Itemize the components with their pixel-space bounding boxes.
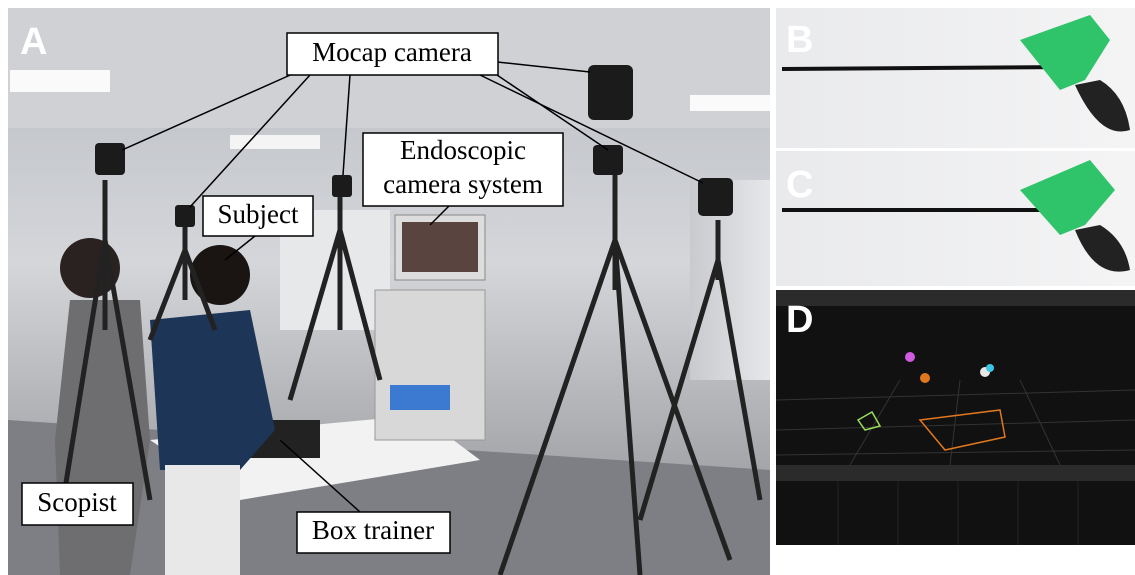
monitor-screen <box>402 222 478 272</box>
blue-box <box>390 385 450 410</box>
panel-b: B <box>776 8 1135 148</box>
ceiling-light <box>230 135 320 149</box>
tripods <box>57 160 763 575</box>
endoscope-tower <box>374 289 486 441</box>
panel-label: B <box>786 19 813 61</box>
panel-d: D <box>775 290 1135 545</box>
scopist <box>55 300 150 575</box>
panel-label: A <box>20 21 47 63</box>
subject-head <box>190 245 250 305</box>
camera-previews <box>837 481 1079 545</box>
label-box <box>202 195 314 237</box>
annotation: Subject <box>218 199 299 229</box>
annotation: Box trainer <box>312 515 434 545</box>
label-box <box>286 32 499 76</box>
mocap-cameras <box>95 65 733 227</box>
ceiling-light <box>10 70 110 92</box>
label-box <box>21 482 134 526</box>
annotation: Scopist <box>37 487 117 517</box>
toolbar <box>776 290 1135 306</box>
floor-grid <box>775 379 1135 466</box>
annotation: Mocap camera <box>312 37 472 67</box>
leader-lines <box>121 61 704 513</box>
label-box <box>362 132 564 207</box>
annotation: camera system <box>383 169 543 199</box>
toolbar <box>776 465 1135 481</box>
label-box <box>296 511 451 554</box>
panel-label: D <box>786 299 813 341</box>
ceiling-light <box>690 95 770 111</box>
subject <box>150 310 275 470</box>
panel-label: C <box>786 164 813 206</box>
panel-c: C <box>776 151 1135 286</box>
annotation: Endoscopic <box>400 135 526 165</box>
subject-legs <box>165 465 240 575</box>
